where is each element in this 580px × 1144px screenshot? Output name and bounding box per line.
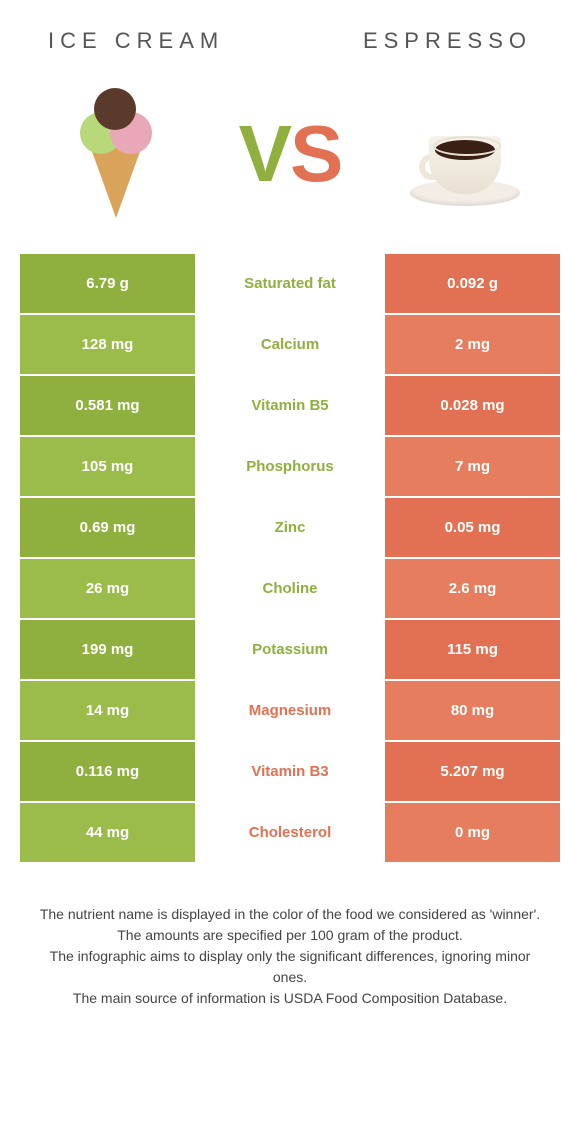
left-value: 0.116 mg (20, 742, 195, 801)
right-value: 0.092 g (385, 254, 560, 313)
left-value: 199 mg (20, 620, 195, 679)
right-value: 2.6 mg (385, 559, 560, 618)
nutrient-label: Potassium (195, 620, 385, 679)
footer-line: The infographic aims to display only the… (35, 946, 545, 988)
left-value: 14 mg (20, 681, 195, 740)
table-row: 6.79 gSaturated fat0.092 g (20, 254, 560, 313)
table-row: 105 mgPhosphorus7 mg (20, 437, 560, 496)
right-value: 0.05 mg (385, 498, 560, 557)
left-value: 128 mg (20, 315, 195, 374)
nutrient-label: Choline (195, 559, 385, 618)
right-value: 7 mg (385, 437, 560, 496)
left-value: 6.79 g (20, 254, 195, 313)
nutrient-label: Saturated fat (195, 254, 385, 313)
left-value: 105 mg (20, 437, 195, 496)
right-food-title: Espresso (363, 28, 532, 54)
nutrient-label: Vitamin B5 (195, 376, 385, 435)
table-row: 0.69 mgZinc0.05 mg (20, 498, 560, 557)
vs-s: S (290, 109, 341, 198)
nutrient-label: Zinc (195, 498, 385, 557)
espresso-icon (400, 79, 530, 229)
nutrient-label: Calcium (195, 315, 385, 374)
left-value: 0.581 mg (20, 376, 195, 435)
right-value: 0.028 mg (385, 376, 560, 435)
table-row: 128 mgCalcium2 mg (20, 315, 560, 374)
right-value: 0 mg (385, 803, 560, 862)
header: Ice Cream Espresso (0, 0, 580, 64)
table-row: 0.116 mgVitamin B35.207 mg (20, 742, 560, 801)
right-value: 115 mg (385, 620, 560, 679)
vs-label: VS (239, 108, 342, 200)
nutrient-label: Magnesium (195, 681, 385, 740)
footer-notes: The nutrient name is displayed in the co… (0, 864, 580, 1009)
table-row: 199 mgPotassium115 mg (20, 620, 560, 679)
left-value: 44 mg (20, 803, 195, 862)
nutrient-label: Vitamin B3 (195, 742, 385, 801)
vs-v: V (239, 109, 290, 198)
footer-line: The main source of information is USDA F… (35, 988, 545, 1009)
hero-row: VS (0, 64, 580, 254)
right-value: 5.207 mg (385, 742, 560, 801)
nutrient-table: 6.79 gSaturated fat0.092 g128 mgCalcium2… (0, 254, 580, 862)
footer-line: The nutrient name is displayed in the co… (35, 904, 545, 925)
left-value: 0.69 mg (20, 498, 195, 557)
left-food-title: Ice Cream (48, 28, 224, 54)
footer-line: The amounts are specified per 100 gram o… (35, 925, 545, 946)
table-row: 26 mgCholine2.6 mg (20, 559, 560, 618)
ice-cream-icon (50, 79, 180, 229)
nutrient-label: Phosphorus (195, 437, 385, 496)
right-value: 80 mg (385, 681, 560, 740)
left-value: 26 mg (20, 559, 195, 618)
right-value: 2 mg (385, 315, 560, 374)
table-row: 0.581 mgVitamin B50.028 mg (20, 376, 560, 435)
table-row: 44 mgCholesterol0 mg (20, 803, 560, 862)
table-row: 14 mgMagnesium80 mg (20, 681, 560, 740)
nutrient-label: Cholesterol (195, 803, 385, 862)
